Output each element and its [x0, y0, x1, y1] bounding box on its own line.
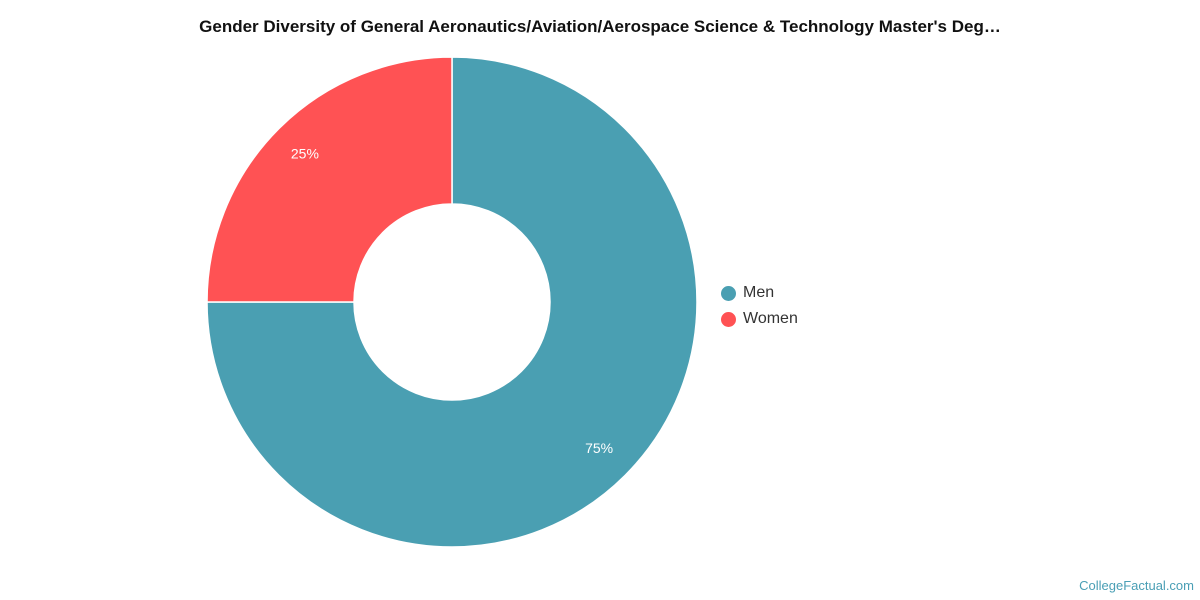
legend-label-women: Women [743, 310, 798, 327]
legend-label-men: Men [743, 284, 775, 301]
legend-item-women[interactable]: Women [721, 306, 798, 332]
legend-item-men[interactable]: Men [721, 280, 798, 306]
chart-title: Gender Diversity of General Aeronautics/… [199, 17, 1001, 36]
source-credit[interactable]: CollegeFactual.com [1079, 578, 1194, 593]
pie-slice-women[interactable] [206, 56, 453, 303]
legend: Men Women [721, 280, 798, 332]
slice-label-women: 25% [291, 146, 319, 162]
legend-swatch-women [721, 311, 736, 327]
slice-label-men: 75% [585, 440, 613, 456]
pie-slice-men[interactable] [206, 56, 698, 548]
legend-swatch-men [721, 285, 736, 301]
